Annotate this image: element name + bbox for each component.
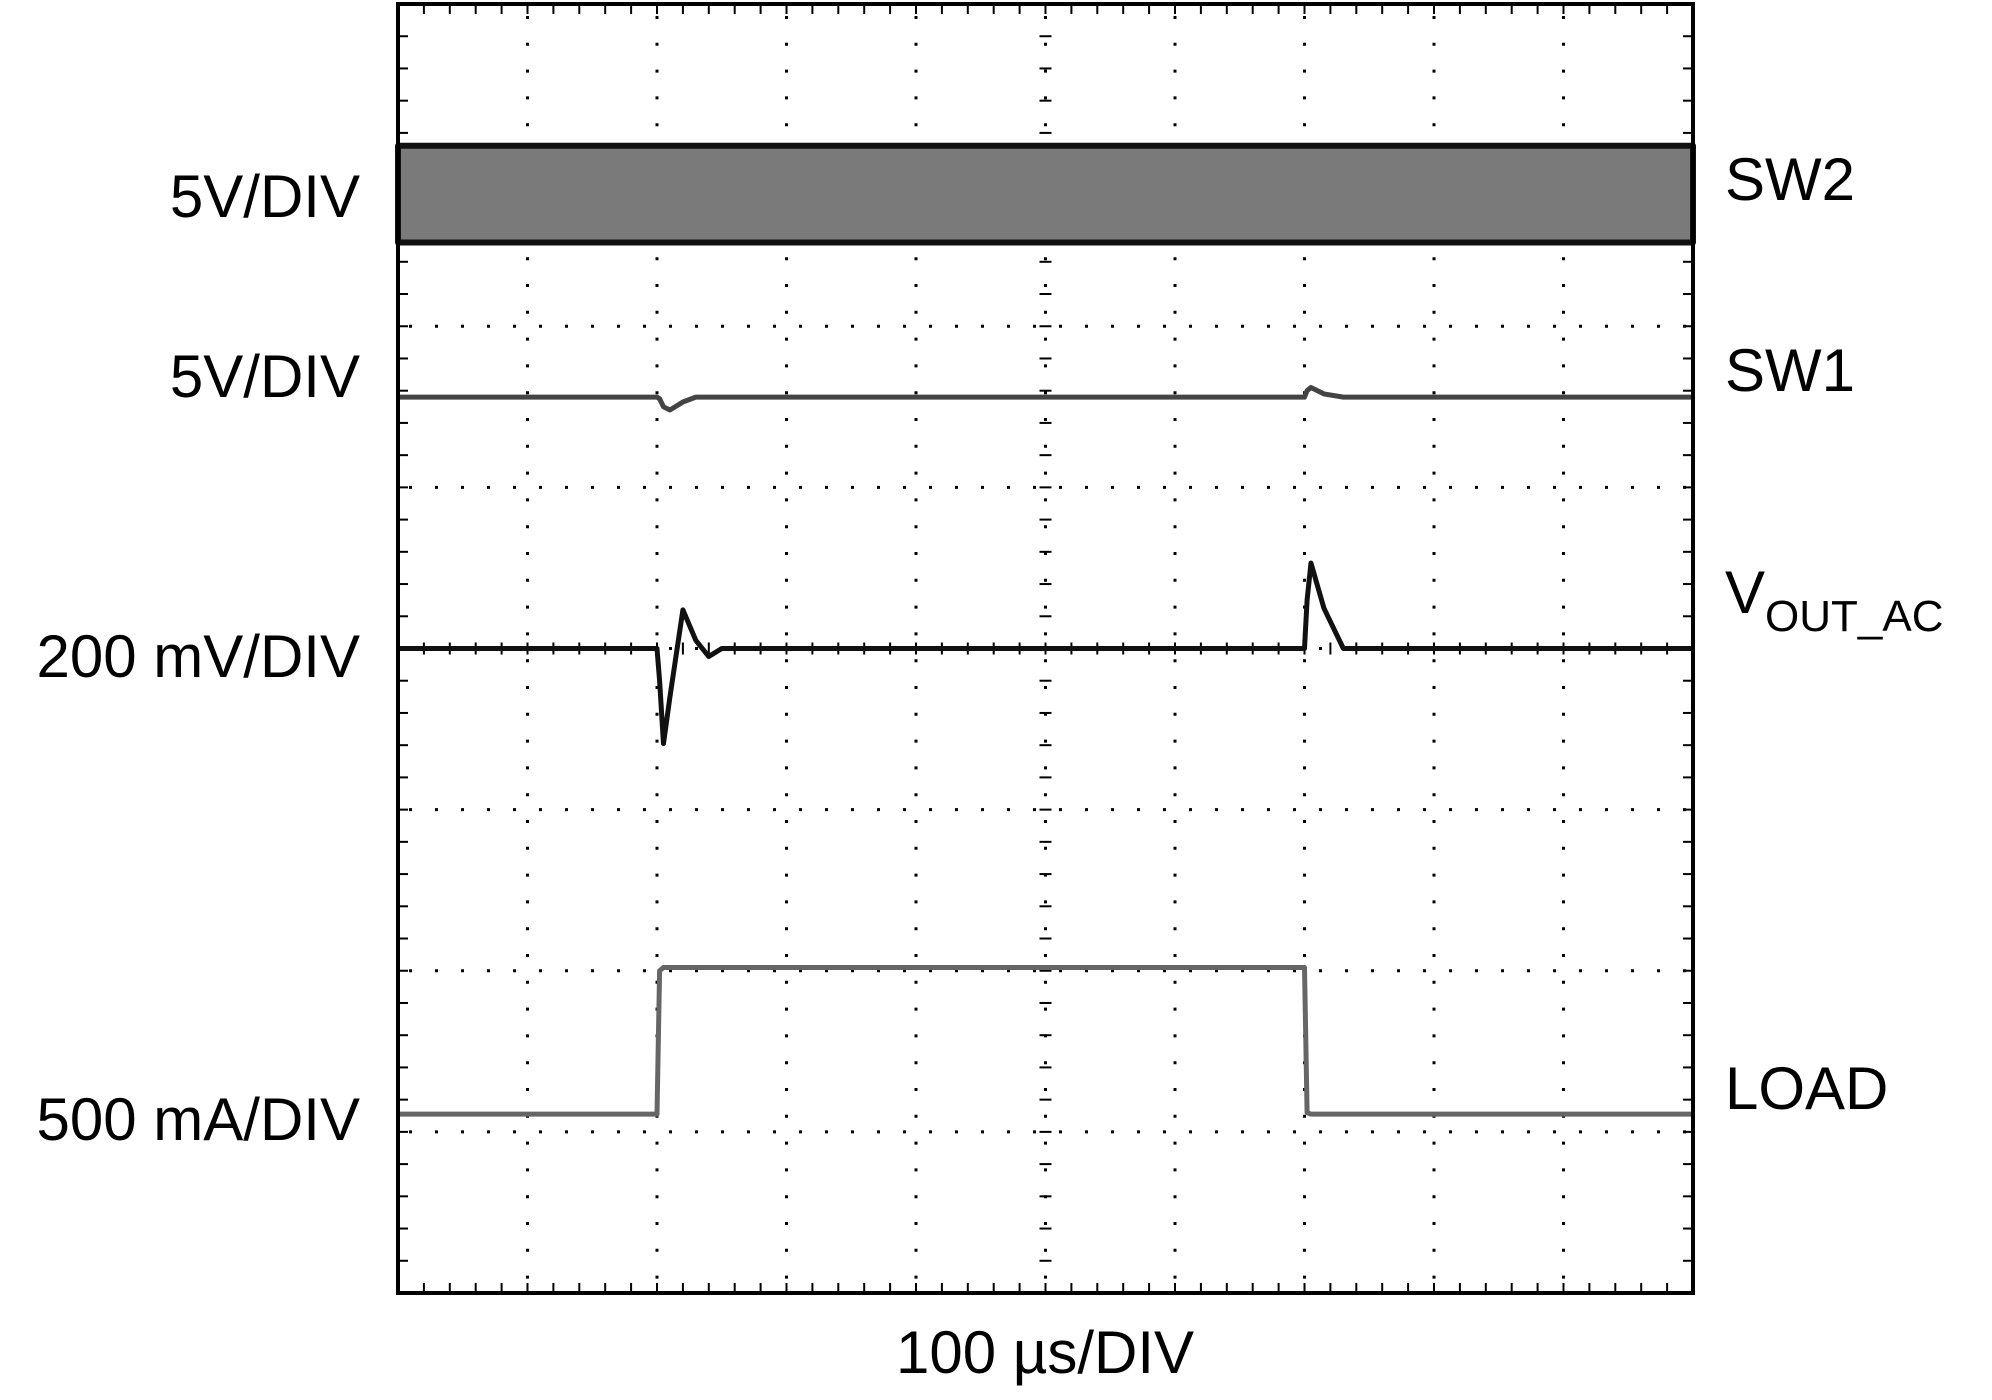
x-axis-label: 100 µs/DIV — [896, 1319, 1194, 1386]
plot-frame — [396, 2, 1695, 1295]
legend-subscript: OUT_AC — [1765, 592, 1943, 641]
channel-scale: 5V/DIV — [170, 343, 360, 410]
legend-name: V — [1725, 559, 1765, 626]
trace — [398, 384, 1693, 413]
trace — [398, 965, 1693, 1117]
legend-label: VOUT_AC — [1725, 559, 1944, 641]
channel-scale: 5V/DIV — [170, 163, 360, 230]
trace — [398, 560, 1693, 747]
legend-name: SW1 — [1725, 337, 1855, 404]
legend-label: SW1 — [1725, 337, 1855, 404]
legend-name: LOAD — [1725, 1055, 1888, 1122]
legend-label: SW2 — [1725, 146, 1855, 213]
channel-scale: 500 mA/DIV — [37, 1086, 360, 1153]
legend-label: LOAD — [1725, 1055, 1888, 1122]
channel-scale: 200 mV/DIV — [37, 623, 360, 690]
legend-name: SW2 — [1725, 146, 1855, 213]
trace-band — [395, 142, 1696, 246]
